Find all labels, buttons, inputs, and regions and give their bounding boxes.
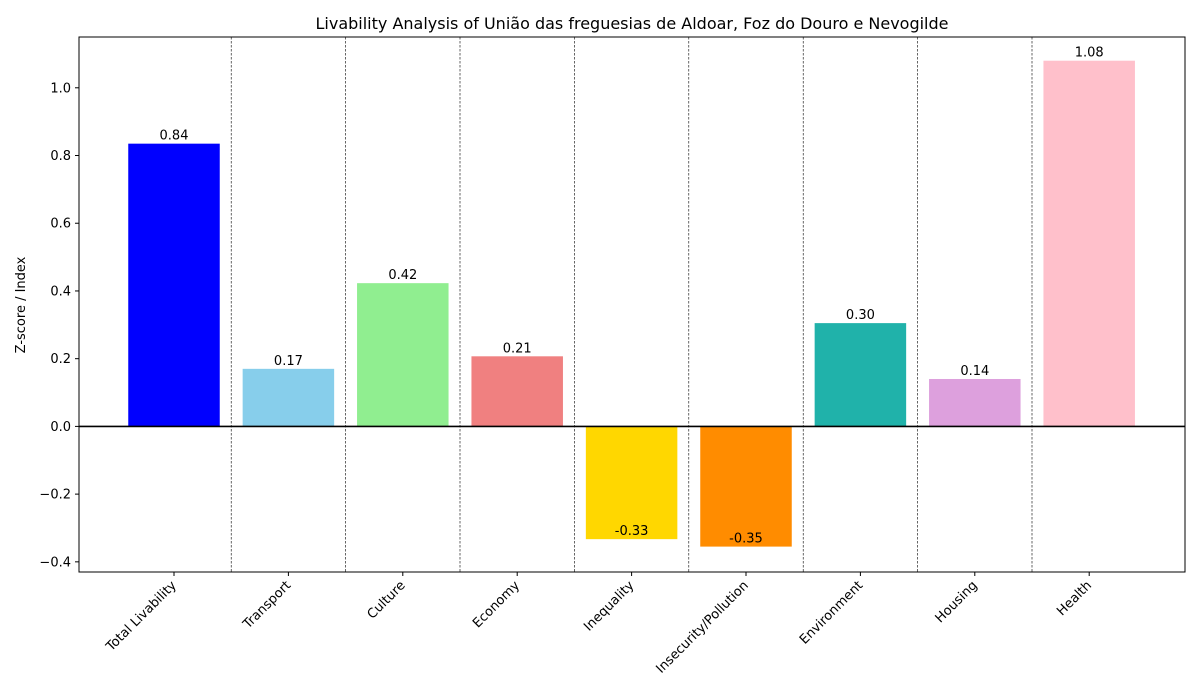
bar-total-livability bbox=[128, 143, 220, 427]
bar-health bbox=[1043, 60, 1135, 427]
y-tick-label: 1.0 bbox=[50, 81, 71, 96]
bar-value-label: 0.14 bbox=[960, 364, 989, 379]
y-tick-label: 0.0 bbox=[50, 420, 71, 435]
bar-transport bbox=[242, 368, 335, 427]
bar-value-label: -0.33 bbox=[615, 524, 649, 539]
y-tick-label: 0.4 bbox=[50, 284, 71, 299]
bar-value-label: 0.21 bbox=[503, 341, 532, 356]
y-tick-label: 0.2 bbox=[50, 352, 71, 367]
chart-title: Livability Analysis of União das fregues… bbox=[316, 14, 949, 33]
bar-environment bbox=[814, 323, 907, 427]
bar-value-label: -0.35 bbox=[729, 532, 763, 547]
y-tick-label: −0.2 bbox=[39, 488, 71, 503]
bar-culture bbox=[357, 283, 449, 427]
y-tick-label: 0.8 bbox=[50, 149, 71, 164]
bar-insecurity-pollution bbox=[700, 426, 792, 547]
bar-value-label: 0.42 bbox=[388, 268, 417, 283]
y-tick-label: −0.4 bbox=[39, 555, 71, 570]
bar-inequality bbox=[585, 426, 678, 540]
y-tick-label: 0.6 bbox=[50, 217, 71, 232]
bar-value-label: 0.17 bbox=[274, 354, 303, 369]
bar-value-label: 0.30 bbox=[846, 308, 875, 323]
bar-economy bbox=[471, 356, 563, 427]
bar-value-label: 0.84 bbox=[160, 129, 189, 144]
y-axis-label: Z-score / Index bbox=[14, 256, 29, 353]
bar-housing bbox=[929, 378, 1021, 427]
bar-value-label: 1.08 bbox=[1075, 46, 1104, 61]
